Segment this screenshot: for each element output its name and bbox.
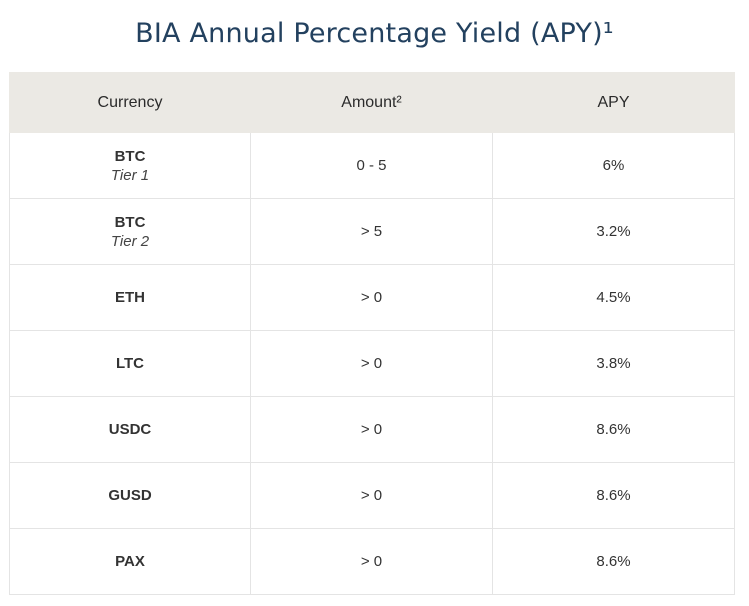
amount-cell: 0 - 5 — [250, 132, 493, 199]
header-amount: Amount² — [250, 72, 493, 133]
amount-cell: > 0 — [250, 330, 493, 397]
apy-table: Currency Amount² APY BTC Tier 1 0 - 5 6%… — [9, 72, 735, 595]
amount-cell: > 0 — [250, 264, 493, 331]
currency-tier: Tier 2 — [110, 232, 150, 250]
header-row: Currency Amount² APY — [9, 72, 735, 133]
currency-cell: GUSD — [9, 462, 251, 529]
currency-cell: BTC Tier 1 — [9, 132, 251, 199]
currency-name: GUSD — [108, 487, 152, 504]
currency-name: BTC — [114, 147, 146, 165]
table-body: BTC Tier 1 0 - 5 6% BTC Tier 2 > 5 3.2% … — [9, 132, 735, 595]
amount-cell: > 0 — [250, 462, 493, 529]
currency-cell: LTC — [9, 330, 251, 397]
table-row: BTC Tier 2 > 5 3.2% — [9, 198, 735, 265]
currency-name: LTC — [115, 355, 145, 372]
table-row: BTC Tier 1 0 - 5 6% — [9, 132, 735, 199]
table-row: ETH > 0 4.5% — [9, 264, 735, 331]
currency-name: PAX — [115, 553, 145, 570]
apy-cell: 3.8% — [492, 330, 735, 397]
table-row: PAX > 0 8.6% — [9, 528, 735, 595]
table-row: GUSD > 0 8.6% — [9, 462, 735, 529]
apy-cell: 3.2% — [492, 198, 735, 265]
amount-cell: > 5 — [250, 198, 493, 265]
currency-name: ETH — [115, 289, 145, 306]
amount-cell: > 0 — [250, 396, 493, 463]
apy-cell: 8.6% — [492, 528, 735, 595]
table-row: USDC > 0 8.6% — [9, 396, 735, 463]
currency-cell: BTC Tier 2 — [9, 198, 251, 265]
amount-cell: > 0 — [250, 528, 493, 595]
apy-cell: 8.6% — [492, 396, 735, 463]
currency-cell: ETH — [9, 264, 251, 331]
currency-name: BTC — [114, 213, 146, 231]
page-title: BIA Annual Percentage Yield (APY)¹ — [135, 18, 614, 49]
currency-tier: Tier 1 — [110, 166, 150, 184]
apy-cell: 8.6% — [492, 462, 735, 529]
header-apy: APY — [492, 72, 735, 133]
table-header: Currency Amount² APY — [9, 72, 735, 133]
currency-name: USDC — [108, 421, 152, 438]
header-currency: Currency — [9, 72, 251, 133]
table-row: LTC > 0 3.8% — [9, 330, 735, 397]
currency-cell: PAX — [9, 528, 251, 595]
apy-cell: 6% — [492, 132, 735, 199]
apy-cell: 4.5% — [492, 264, 735, 331]
currency-cell: USDC — [9, 396, 251, 463]
